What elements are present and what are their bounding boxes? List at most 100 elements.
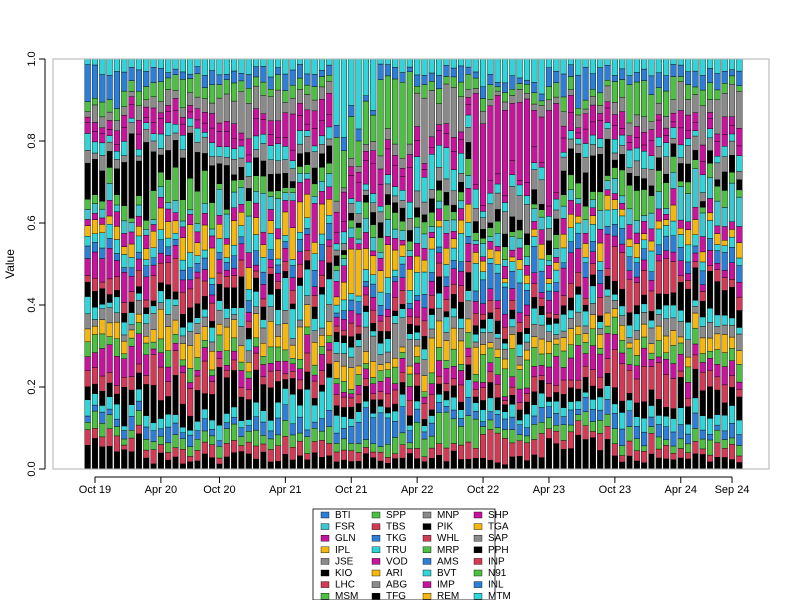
- bar-segment-jse: [714, 162, 721, 180]
- bar-segment-tbs: [487, 371, 494, 383]
- bar-segment-tkg: [231, 417, 238, 425]
- bar-segment-tkg: [516, 424, 523, 435]
- bar-segment-abg: [545, 99, 553, 111]
- bar-segment-tru: [333, 341, 340, 354]
- bar-segment-jse: [458, 328, 465, 342]
- bar-segment-ipl: [582, 333, 589, 343]
- bar-segment-vod: [392, 238, 399, 251]
- bar-segment-gln: [516, 312, 523, 323]
- bar-segment-jse: [567, 318, 574, 329]
- bar-segment-lhc: [121, 302, 128, 314]
- bar-segment-msm: [421, 391, 428, 398]
- bar-segment-vod: [472, 381, 479, 390]
- bar-segment-spp: [406, 71, 413, 145]
- bar-segment-tru: [135, 292, 142, 301]
- bar-segment-msm: [575, 414, 582, 421]
- legend-label: PPH: [488, 545, 509, 556]
- legend-label: MSM: [335, 591, 358, 600]
- bar-segment-ipl: [648, 240, 655, 252]
- bar-segment-tfg: [458, 181, 465, 193]
- bar-segment-msm: [728, 437, 736, 445]
- bar-segment-gln: [619, 243, 626, 253]
- bar-segment-tru: [706, 418, 714, 435]
- bar-segment-msm: [458, 426, 465, 446]
- bar-segment-msm: [567, 344, 574, 359]
- bar-segment-kio: [567, 448, 574, 470]
- bar-segment-fsr: [121, 220, 128, 234]
- legend-label: REM: [437, 591, 459, 600]
- bar-segment-ipl: [619, 325, 626, 341]
- bar-segment-msm: [611, 428, 618, 444]
- bar-segment-tbs: [706, 369, 714, 388]
- bar-segment-tfg: [582, 172, 589, 207]
- bar-segment-tkg: [436, 402, 443, 413]
- bar-segment-lhc: [706, 265, 714, 272]
- bar-segment-abg: [282, 101, 289, 113]
- bar-segment-tru: [209, 277, 216, 285]
- bar-segment-tru: [282, 235, 289, 242]
- bar-segment-kio: [567, 297, 574, 311]
- bar-segment-jse: [377, 354, 384, 365]
- bar-segment-ams: [450, 67, 457, 78]
- bar-segment-tkg: [509, 416, 516, 430]
- bar-segment-bvt: [318, 135, 326, 145]
- bar-segment-tkg: [274, 417, 282, 436]
- bar-segment-tbs: [179, 372, 186, 405]
- bar-segment-gln: [538, 292, 545, 299]
- bar-segment-tru: [340, 416, 347, 429]
- bar-segment-msm: [472, 418, 479, 449]
- bar-segment-vod: [553, 257, 560, 263]
- bar-segment-fsr: [560, 205, 567, 219]
- bar-segment-kio: [274, 461, 282, 470]
- bar-segment-kio: [399, 304, 406, 309]
- bar-segment-jse: [355, 346, 362, 367]
- bar-segment-fsr: [714, 200, 721, 227]
- bar-segment-mrp: [238, 179, 245, 188]
- bar-segment-tfg: [209, 165, 216, 203]
- bar-segment-kio: [589, 274, 596, 287]
- bar-segment-tru: [480, 409, 487, 422]
- bar-segment-bvt: [392, 186, 399, 197]
- bar-segment-mrp: [260, 175, 267, 194]
- bar-segment-vod: [670, 188, 677, 206]
- bar-segment-jse: [245, 176, 252, 189]
- bar-segment-jse: [699, 326, 706, 339]
- bar-segment-gln: [172, 109, 179, 125]
- bar-segment-imp: [274, 120, 282, 138]
- bar-segment-imp: [201, 112, 208, 124]
- bar-segment-lhc: [318, 440, 326, 458]
- bar-segment-tru: [736, 257, 743, 266]
- bar-segment-abg: [179, 107, 186, 118]
- bar-segment-vod: [516, 247, 523, 260]
- bar-segment-kio: [377, 460, 384, 470]
- bar-segment-lhc: [201, 280, 208, 297]
- bar-segment-mrp: [362, 201, 369, 219]
- bar-segment-ipl: [392, 249, 399, 271]
- bar-segment-gln: [384, 309, 391, 317]
- bar-segment-tru: [348, 293, 355, 301]
- bar-segment-mtm: [523, 58, 531, 81]
- bar-segment-lhc: [472, 447, 479, 459]
- bar-segment-tfg: [450, 204, 457, 213]
- bar-segment-kio: [231, 287, 238, 309]
- bar-segment-jse: [560, 156, 567, 172]
- bar-segment-msm: [99, 333, 106, 349]
- bar-segment-abg: [516, 89, 523, 103]
- bar-segment-bti: [318, 244, 326, 262]
- bar-segment-abg: [99, 116, 106, 129]
- bar-segment-jse: [370, 202, 377, 213]
- bar-segment-gln: [150, 264, 157, 277]
- bar-segment-tru: [685, 322, 692, 340]
- bar-segment-gln: [406, 308, 413, 318]
- bar-segment-jse: [458, 173, 465, 183]
- bar-segment-fsr: [414, 226, 421, 244]
- bar-segment-bti: [648, 271, 655, 281]
- bar-segment-bti: [253, 250, 260, 266]
- bar-segment-lhc: [604, 426, 611, 440]
- bar-segment-tru: [728, 405, 736, 424]
- bar-segment-msm: [157, 338, 164, 353]
- bar-segment-jse: [121, 334, 128, 342]
- bar-segment-bvt: [135, 148, 142, 157]
- bar-segment-bvt: [304, 130, 311, 137]
- bar-segment-bti: [223, 262, 230, 271]
